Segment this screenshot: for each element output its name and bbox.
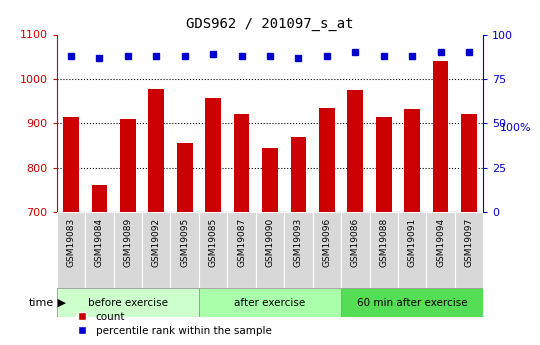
Bar: [171, 212, 199, 288]
Bar: [341, 288, 483, 317]
Bar: [142, 212, 171, 288]
Text: GSM19091: GSM19091: [408, 218, 417, 267]
Text: GSM19089: GSM19089: [123, 218, 132, 267]
Bar: [57, 212, 85, 288]
Text: GSM19088: GSM19088: [379, 218, 388, 267]
Legend: count, percentile rank within the sample: count, percentile rank within the sample: [73, 308, 275, 340]
Text: 60 min after exercise: 60 min after exercise: [357, 298, 468, 308]
Bar: [63, 117, 79, 212]
Text: GSM19094: GSM19094: [436, 218, 445, 267]
Text: after exercise: after exercise: [234, 298, 306, 308]
Bar: [57, 288, 199, 317]
Text: before exercise: before exercise: [88, 298, 168, 308]
Bar: [376, 117, 392, 212]
Bar: [85, 212, 113, 288]
Text: GSM19087: GSM19087: [237, 218, 246, 267]
Bar: [291, 137, 306, 212]
Y-axis label: 100%: 100%: [500, 124, 532, 133]
Bar: [398, 212, 427, 288]
Bar: [199, 212, 227, 288]
Text: GSM19086: GSM19086: [351, 218, 360, 267]
Text: GSM19090: GSM19090: [266, 218, 274, 267]
Text: GSM19084: GSM19084: [95, 218, 104, 267]
Bar: [433, 61, 448, 212]
Bar: [199, 288, 341, 317]
Text: GSM19083: GSM19083: [66, 218, 76, 267]
Bar: [113, 212, 142, 288]
Bar: [177, 143, 192, 212]
Text: GSM19085: GSM19085: [208, 218, 218, 267]
Bar: [205, 98, 221, 212]
Bar: [256, 212, 284, 288]
Bar: [120, 119, 136, 212]
Bar: [148, 89, 164, 212]
Bar: [262, 148, 278, 212]
Bar: [348, 90, 363, 212]
Bar: [234, 115, 249, 212]
Title: GDS962 / 201097_s_at: GDS962 / 201097_s_at: [186, 17, 354, 31]
Bar: [284, 212, 313, 288]
Bar: [227, 212, 256, 288]
Text: GSM19096: GSM19096: [322, 218, 332, 267]
Bar: [427, 212, 455, 288]
Text: GSM19097: GSM19097: [464, 218, 474, 267]
Bar: [455, 212, 483, 288]
Text: GSM19092: GSM19092: [152, 218, 161, 267]
Bar: [313, 212, 341, 288]
Bar: [461, 115, 477, 212]
Text: ▶: ▶: [54, 298, 66, 308]
Bar: [319, 108, 335, 212]
Text: GSM19093: GSM19093: [294, 218, 303, 267]
Bar: [369, 212, 398, 288]
Text: time: time: [29, 298, 54, 308]
Bar: [404, 109, 420, 212]
Bar: [92, 185, 107, 212]
Bar: [341, 212, 369, 288]
Text: GSM19095: GSM19095: [180, 218, 189, 267]
